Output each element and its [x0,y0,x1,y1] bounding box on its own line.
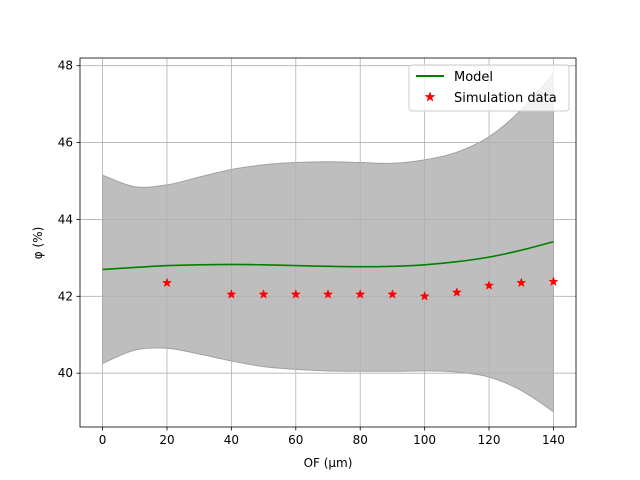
uncertainty-band-layer [102,72,554,413]
model-line [102,240,554,271]
simulation-points-layer [161,276,559,301]
legend-box [408,64,570,112]
simulation-point [451,287,462,297]
y-tick-label: 46 [58,136,73,150]
simulation-point [322,289,334,299]
axes-layer [79,57,577,428]
x-axis-label: OF (μm) [304,456,353,470]
y-tick-label: 40 [58,366,73,380]
simulation-point [290,289,301,299]
legend-simulation-label: Simulation data [454,91,557,106]
simulation-point [548,276,559,287]
simulation-point [355,289,366,299]
simulation-point [419,290,430,301]
x-tick-label: 140 [542,433,565,447]
x-tick-label: 120 [478,433,501,447]
legend: Model Simulation data [408,64,570,112]
simulation-point [483,280,495,290]
x-tick-label: 20 [159,433,174,447]
y-tick-label: 42 [58,289,73,303]
simulation-point [516,277,527,288]
x-tick-label: 100 [413,433,436,447]
ticks-layer: 0 20 40 60 80 100 120 140 40 42 44 46 48 [58,59,565,447]
x-tick-label: 0 [99,433,107,447]
simulation-point [226,289,237,299]
simulation-point [387,289,398,299]
y-tick-label: 44 [58,212,73,226]
y-axis-label: φ (%) [31,227,45,260]
x-tick-label: 80 [353,433,368,447]
legend-model-label: Model [454,70,493,85]
x-tick-label: 40 [224,433,239,447]
simulation-point [258,289,269,299]
model-line-layer [102,240,554,271]
y-tick-label: 48 [58,59,73,73]
axes-frame [79,57,577,428]
legend-simulation-star-icon [424,91,436,102]
x-tick-label: 60 [288,433,303,447]
simulation-point [161,277,173,288]
uncertainty-band [102,72,554,413]
